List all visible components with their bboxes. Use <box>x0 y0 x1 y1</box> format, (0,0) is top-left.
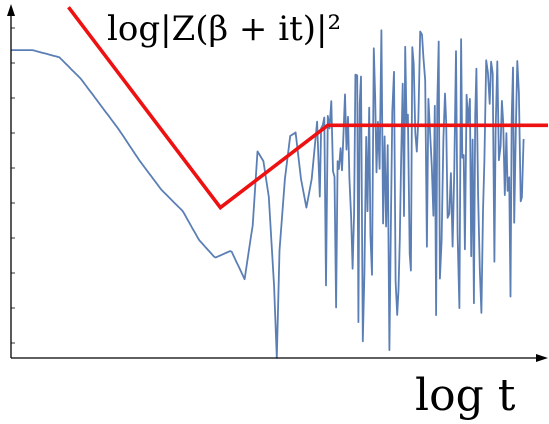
series-oscillation-line <box>11 29 525 359</box>
y-ticks <box>11 27 15 344</box>
plot-area <box>11 6 548 359</box>
x-axis-label: log t <box>415 370 516 421</box>
y-axis-arrow <box>7 4 15 16</box>
x-axis-arrow <box>536 354 548 362</box>
series-piecewise-line <box>67 6 548 211</box>
chart-title: log|Z(β + it)|² <box>107 9 341 49</box>
axes <box>7 4 548 362</box>
